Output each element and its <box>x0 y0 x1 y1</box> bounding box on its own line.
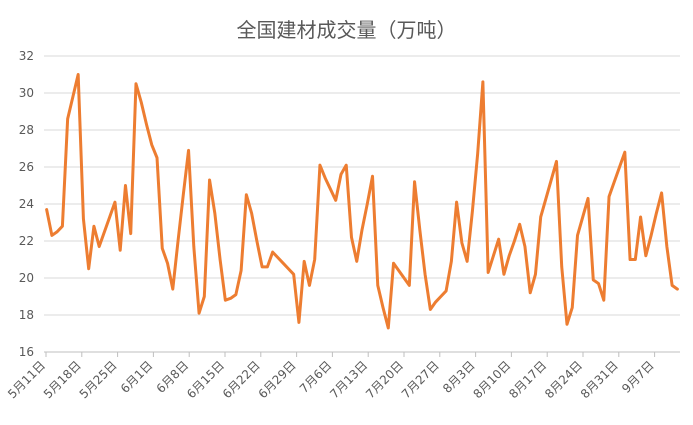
x-tick-label-17: 9月7日 <box>619 358 657 396</box>
x-tick-label-5: 6月15日 <box>184 358 227 401</box>
x-tick-label-14: 8月17日 <box>506 358 549 401</box>
chart-title: 全国建材成交量（万吨） <box>236 18 457 42</box>
x-tick-label-0: 5月11日 <box>5 358 48 401</box>
x-tick-label-15: 8月24日 <box>542 358 585 401</box>
x-tick-label-6: 6月22日 <box>220 358 263 401</box>
x-tick-label-9: 7月13日 <box>327 358 370 401</box>
x-tick-label-1: 5月18日 <box>41 358 84 401</box>
y-tick-label-2: 20 <box>19 271 34 285</box>
y-tick-label-1: 18 <box>19 308 34 322</box>
x-tick-label-11: 7月27日 <box>399 358 442 401</box>
x-tick-label-3: 6月1日 <box>118 358 156 396</box>
x-tick-label-16: 8月31日 <box>578 358 621 401</box>
y-tick-label-8: 32 <box>19 49 34 63</box>
y-tick-label-3: 22 <box>19 234 34 248</box>
series-line <box>45 73 679 330</box>
y-tick-label-0: 16 <box>19 345 34 359</box>
x-tick-label-10: 7月20日 <box>363 358 406 401</box>
x-tick-label-7: 6月29日 <box>256 358 299 401</box>
y-tick-label-5: 26 <box>19 160 34 174</box>
x-tick-label-13: 8月10日 <box>470 358 513 401</box>
y-tick-label-4: 24 <box>19 197 34 211</box>
y-tick-label-6: 28 <box>19 123 34 137</box>
x-tick-label-2: 5月25日 <box>77 358 120 401</box>
y-tick-label-7: 30 <box>19 86 34 100</box>
